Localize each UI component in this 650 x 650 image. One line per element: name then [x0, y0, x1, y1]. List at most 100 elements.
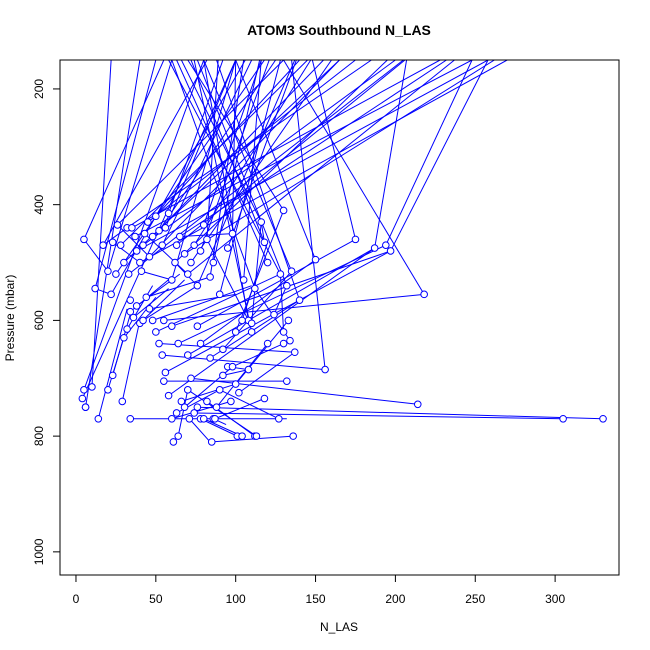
data-point: [144, 218, 152, 226]
data-point: [136, 258, 144, 267]
profile-line: [163, 293, 425, 321]
data-point: [164, 209, 173, 218]
data-point: [263, 258, 272, 267]
data-point: [171, 258, 179, 267]
data-point: [91, 284, 99, 293]
profile-line: [141, 270, 172, 281]
profile-line: [196, 60, 288, 286]
profile-line: [126, 60, 372, 229]
data-point: [228, 229, 237, 238]
data-point: [120, 333, 128, 342]
data-point: [160, 377, 168, 385]
profile-line: [283, 60, 425, 295]
profile-line: [171, 60, 256, 289]
data-point: [286, 336, 294, 345]
data-point: [257, 218, 266, 226]
data-point: [196, 247, 205, 255]
data-point: [107, 290, 115, 299]
data-point: [183, 386, 192, 394]
profile-line: [219, 389, 280, 420]
data-point: [370, 244, 379, 252]
data-point: [81, 403, 90, 411]
data-point: [88, 383, 96, 391]
data-point: [78, 394, 87, 403]
data-point: [172, 409, 181, 417]
profile-line: [142, 60, 396, 246]
data-point: [219, 345, 227, 354]
data-point: [190, 241, 198, 249]
data-point: [126, 414, 135, 423]
data-point: [279, 328, 288, 336]
data-point: [193, 403, 202, 411]
profile-line: [219, 60, 281, 295]
profile-line: [385, 60, 473, 246]
profile-line: [168, 60, 281, 275]
profile-line: [227, 60, 297, 249]
profile-line: [176, 60, 406, 246]
data-point: [206, 273, 214, 281]
data-point: [124, 270, 133, 278]
x-tick-label: 0: [73, 592, 80, 606]
data-point: [239, 276, 248, 284]
data-point: [148, 316, 157, 325]
profile-line: [121, 320, 141, 402]
profile-line: [174, 60, 388, 263]
profile-line: [155, 60, 300, 217]
profile-line: [216, 60, 301, 301]
data-point: [142, 293, 151, 302]
data-point: [161, 368, 170, 377]
data-point: [116, 241, 125, 249]
data-point: [215, 290, 224, 299]
profile-line: [188, 418, 211, 443]
profile-line: [102, 60, 208, 246]
profile-line: [133, 288, 169, 318]
data-point: [282, 281, 291, 290]
profile-line: [107, 60, 173, 272]
profile-line: [177, 389, 189, 437]
data-point: [172, 241, 181, 249]
data-point: [94, 414, 103, 423]
data-point: [132, 247, 141, 255]
profile-line: [168, 247, 375, 397]
data-point: [158, 351, 167, 359]
data-point: [420, 290, 428, 299]
profile-line: [190, 377, 418, 405]
data-point: [160, 316, 168, 325]
profile-line: [91, 60, 112, 387]
profile-line: [110, 60, 246, 295]
profile-line: [197, 238, 356, 327]
data-point: [145, 305, 154, 313]
data-point: [386, 247, 395, 255]
profile-line: [190, 60, 332, 263]
data-point: [252, 432, 261, 440]
y-tick-label: 400: [32, 194, 46, 214]
profile-line: [203, 60, 262, 226]
profile-line: [291, 60, 326, 370]
profile-line: [193, 60, 312, 246]
profile-line: [243, 60, 262, 280]
profile-line: [194, 412, 564, 420]
data-point: [80, 386, 88, 394]
data-point: [145, 252, 154, 261]
data-point: [140, 229, 149, 238]
data-point: [247, 328, 256, 336]
profile-line: [83, 239, 109, 272]
data-point: [282, 377, 291, 385]
profile-line: [83, 60, 165, 240]
profile-line: [115, 60, 265, 275]
profile-line: [128, 60, 404, 275]
profile-line: [180, 60, 262, 223]
data-point: [559, 414, 567, 423]
data-point: [196, 339, 205, 348]
data-point: [112, 270, 120, 278]
profile-line: [206, 239, 249, 321]
data-point: [123, 325, 131, 333]
profile-line: [144, 233, 189, 275]
data-point: [158, 241, 167, 249]
data-point: [284, 316, 293, 325]
profile-line: [241, 242, 269, 321]
data-point: [223, 244, 232, 252]
data-point: [180, 250, 189, 258]
plot-content: [78, 60, 607, 446]
data-point: [206, 354, 214, 362]
